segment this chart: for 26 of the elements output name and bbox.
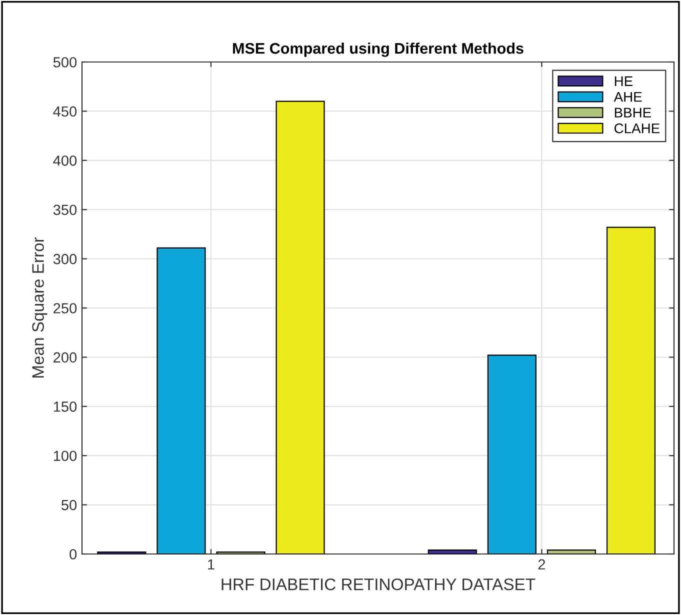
legend-label: BBHE — [614, 108, 652, 118]
y-tick-label: 150 — [54, 402, 77, 412]
y-tick-label: 450 — [53, 106, 77, 117]
y-tick-label: 350 — [53, 204, 77, 216]
bar — [606, 226, 656, 554]
chart-title: MSE Compared using Different Methods — [233, 42, 524, 57]
y-axis-title: Mean Square Error — [32, 237, 48, 378]
legend-label: HE — [614, 76, 632, 86]
x-tick-label: 1 — [208, 559, 214, 570]
x-axis-title: HRF DIABETIC RETINOPATHY DATASET — [222, 578, 536, 590]
bar — [276, 100, 325, 554]
bar — [428, 550, 477, 554]
y-tick-label: 200 — [54, 352, 77, 363]
y-tick-label: 400 — [53, 156, 77, 166]
y-tick-label: 250 — [54, 303, 77, 314]
legend-label: AHE — [614, 92, 642, 102]
y-tick-label: 0 — [70, 549, 77, 560]
y-tick-label: 500 — [53, 57, 77, 68]
y-tick-label: 50 — [62, 500, 77, 510]
bar — [156, 247, 206, 554]
y-tick-label: 300 — [53, 254, 77, 264]
x-tick-label: 2 — [538, 559, 546, 570]
bar — [487, 354, 536, 554]
bar — [546, 550, 596, 554]
y-tick-label: 100 — [54, 450, 77, 462]
legend-label: CLAHE — [614, 123, 660, 134]
